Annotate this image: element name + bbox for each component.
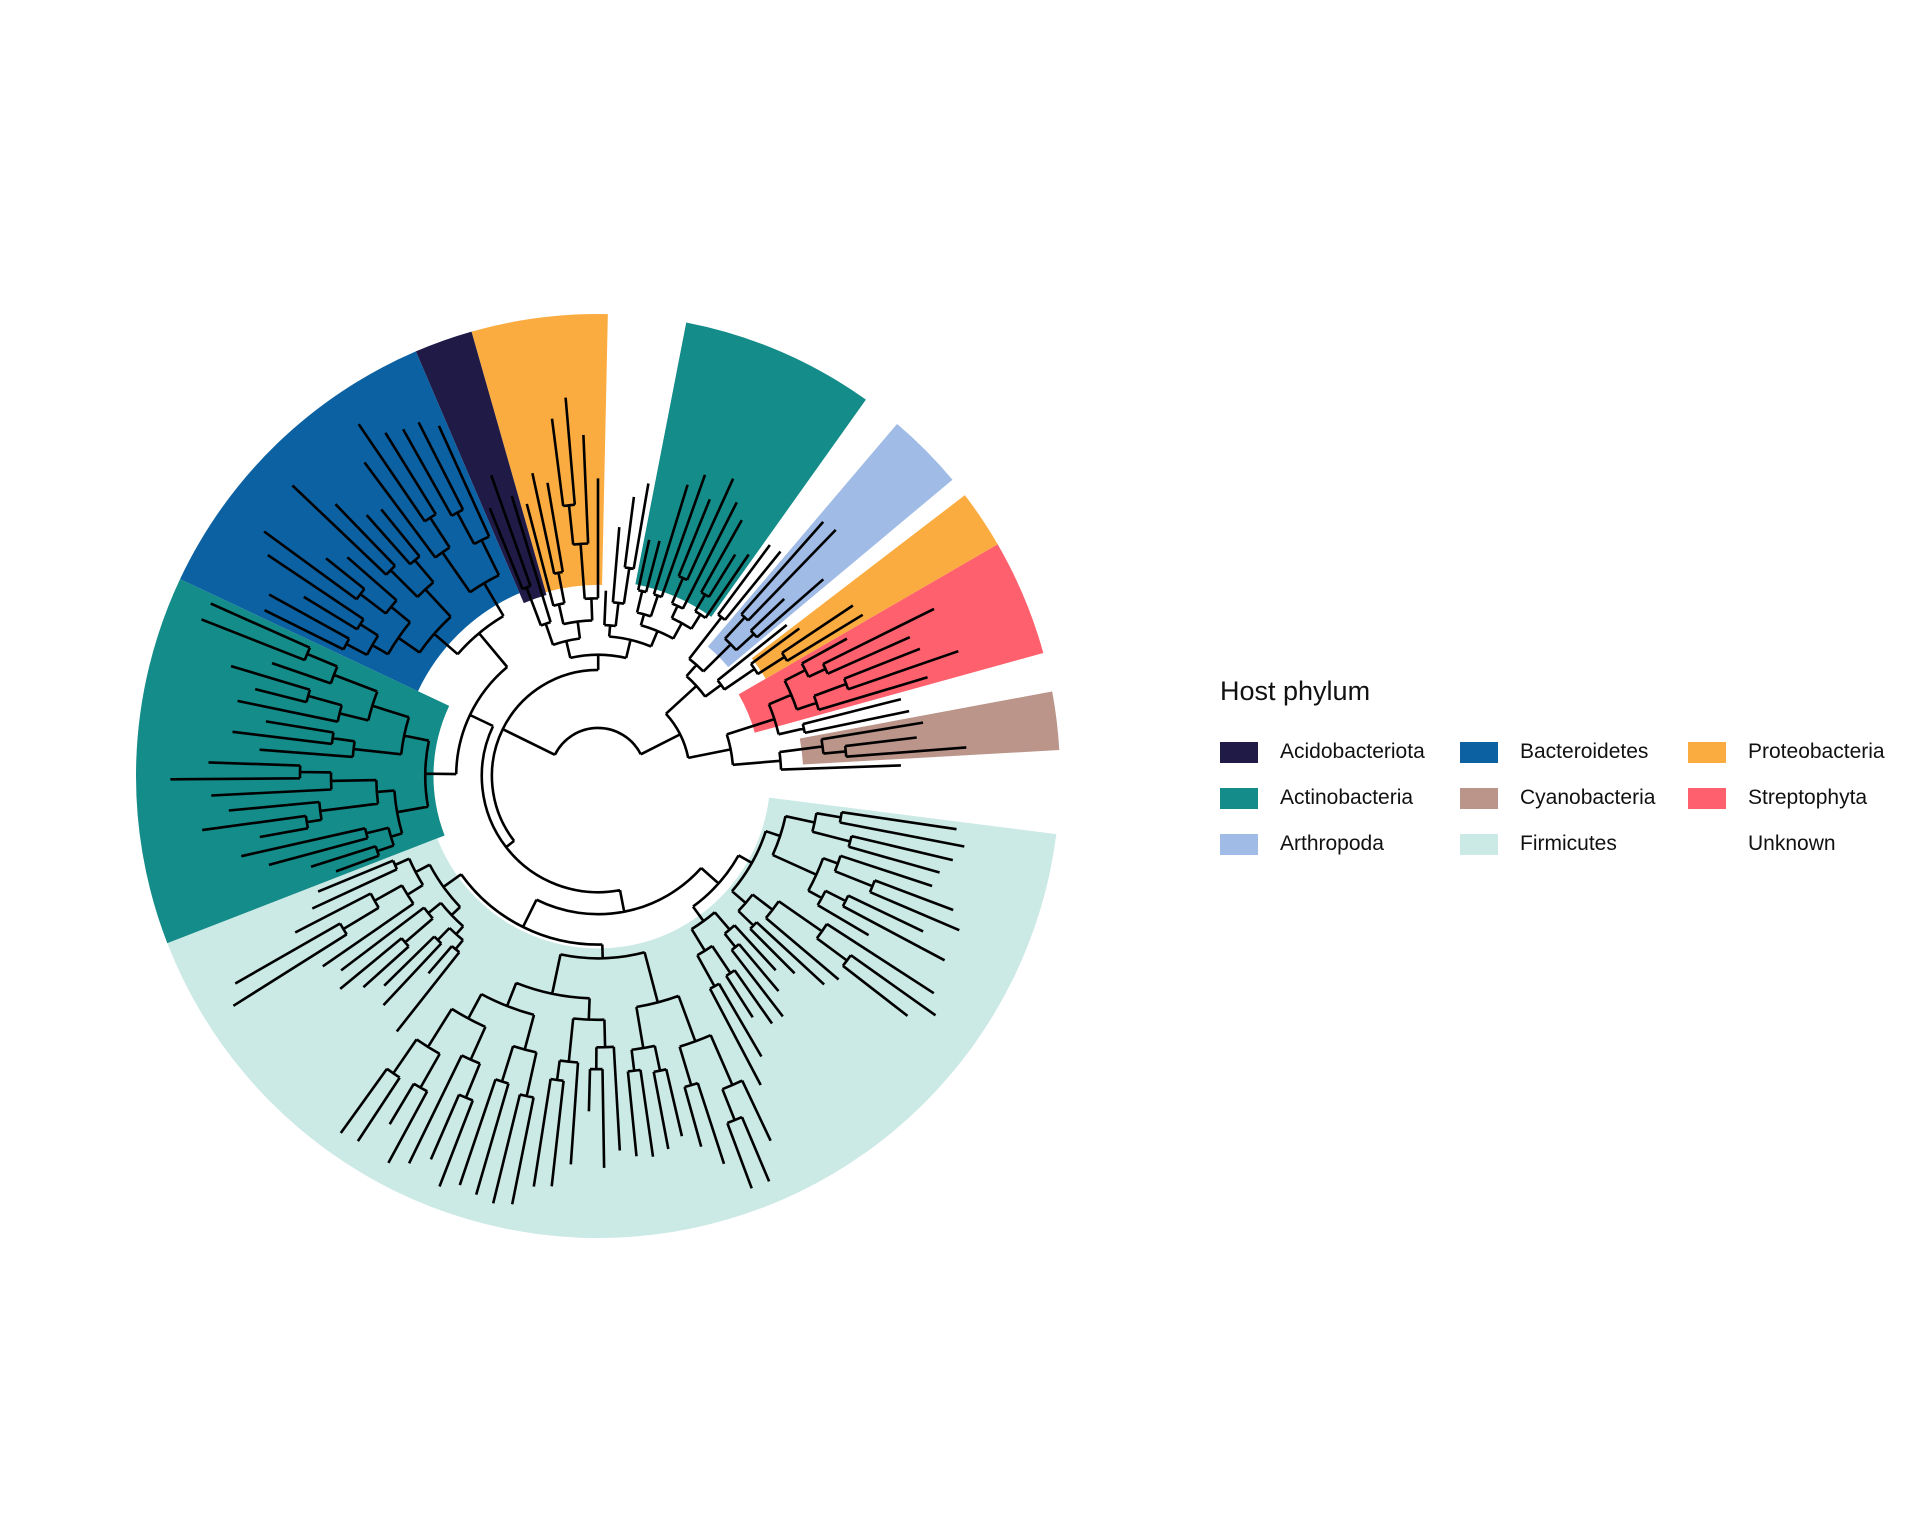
legend-label: Proteobacteria (1748, 740, 1885, 763)
legend-swatch-proteobacteria (1688, 741, 1726, 763)
legend-item-proteobacteria: Proteobacteria (1688, 737, 1888, 767)
sector-unknown (737, 479, 965, 666)
legend-item-firmicutes: Firmicutes (1460, 829, 1688, 859)
legend-label: Cyanobacteria (1520, 786, 1656, 809)
legend-swatch-acidobacteriota (1220, 741, 1258, 763)
sector-proteobacteria (471, 314, 608, 593)
tree-branches (170, 397, 967, 1205)
legend-swatch-unknown (1688, 833, 1726, 855)
sector-firmicutes (167, 797, 1057, 1238)
sector-arthropoda (707, 423, 953, 668)
legend-label: Streptophyta (1748, 786, 1868, 809)
legend-item-bacteroidetes: Bacteroidetes (1460, 737, 1688, 767)
host-phylum-sectors (135, 314, 1060, 1238)
legend-label: Firmicutes (1520, 832, 1617, 855)
legend-item-arthropoda: Arthropoda (1220, 829, 1460, 859)
legend-swatch-cyanobacteria (1460, 787, 1498, 809)
legend-title: Host phylum (1220, 676, 1371, 706)
legend-swatch-firmicutes (1460, 833, 1498, 855)
sector-cyanobacteria (799, 691, 1060, 765)
legend-item-streptophyta: Streptophyta (1688, 783, 1888, 813)
legend-label: Arthropoda (1280, 832, 1384, 855)
legend-item-cyanobacteria: Cyanobacteria (1460, 783, 1688, 813)
legend-swatch-actinobacteria (1220, 787, 1258, 809)
tree-branch-lines (170, 397, 967, 1205)
legend-swatch-arthropoda (1220, 833, 1258, 855)
sector-unknown (601, 314, 687, 597)
legend: Host phylum Acidobacteriota Bacteroidete… (1220, 676, 1888, 859)
sector-streptophyta (738, 544, 1044, 733)
legend-item-unknown: Unknown (1688, 829, 1888, 859)
legend-item-actinobacteria: Actinobacteria (1220, 783, 1460, 813)
legend-swatch-streptophyta (1688, 787, 1726, 809)
legend-swatch-bacteroidetes (1460, 741, 1498, 763)
legend-label: Actinobacteria (1280, 786, 1414, 809)
legend-label: Bacteroidetes (1520, 740, 1649, 763)
legend-item-acidobacteriota: Acidobacteriota (1220, 737, 1460, 767)
sector-unknown (711, 399, 898, 628)
legend-label: Unknown (1748, 832, 1836, 855)
legend-label: Acidobacteriota (1280, 740, 1425, 763)
sector-unknown (759, 652, 1053, 746)
sector-bacteroidetes (180, 351, 520, 692)
legend-grid: Acidobacteriota Bacteroidetes Proteobact… (1220, 737, 1888, 859)
sector-actinobacteria (135, 579, 450, 944)
